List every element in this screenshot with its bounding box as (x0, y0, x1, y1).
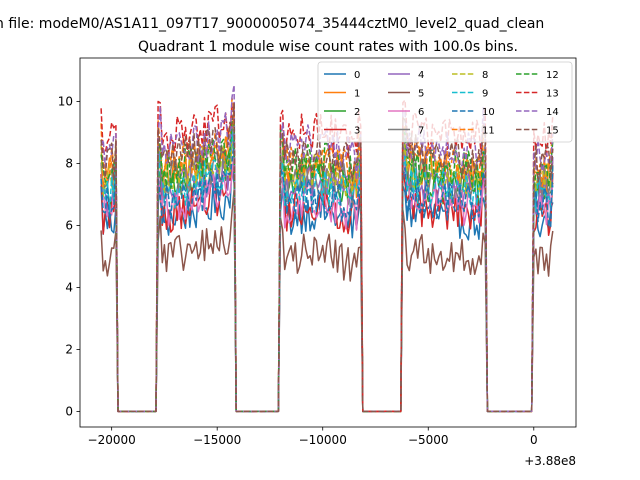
legend-label-11: 11 (482, 126, 495, 137)
legend-label-8: 8 (482, 70, 488, 81)
axes-frame (79, 57, 577, 428)
chart-title: Quadrant 1 module wise count rates with … (138, 39, 518, 55)
figure-suptitle: n file: modeM0/AS1A11_097T17_9000005074_… (0, 16, 544, 32)
series-line-15 (100, 103, 554, 413)
legend-label-1: 1 (354, 89, 360, 100)
x-tick-label: −10000 (299, 433, 347, 447)
legend-label-12: 12 (546, 70, 559, 81)
x-axis-offset-label: +3.88e8 (524, 454, 576, 468)
legend-label-5: 5 (418, 89, 424, 100)
legend-label-9: 9 (482, 89, 488, 100)
y-tick-label: 10 (58, 94, 73, 108)
legend-label-0: 0 (354, 70, 360, 81)
x-tick-label: −15000 (193, 433, 241, 447)
y-tick-label: 8 (65, 156, 73, 170)
legend-label-2: 2 (354, 107, 360, 118)
x-tick-label: 0 (530, 433, 538, 447)
series-line-9 (100, 131, 554, 413)
x-tick-label: −5000 (408, 433, 449, 447)
legend-label-15: 15 (546, 126, 559, 137)
series-line-5 (100, 189, 554, 413)
legend-label-13: 13 (546, 89, 559, 100)
legend-label-6: 6 (418, 107, 424, 118)
series-line-12 (100, 121, 554, 413)
y-tick-label: 0 (65, 404, 73, 418)
series-line-10 (100, 140, 554, 413)
legend-label-7: 7 (418, 126, 424, 137)
y-tick-label: 6 (65, 218, 73, 232)
legend-label-10: 10 (482, 107, 495, 118)
x-tick-label: −20000 (88, 433, 136, 447)
y-tick-label: 2 (65, 342, 73, 356)
legend-box (317, 61, 573, 143)
legend-label-14: 14 (546, 107, 559, 118)
y-tick-label: 4 (65, 280, 73, 294)
legend-label-4: 4 (418, 70, 424, 81)
plot-lines (100, 84, 554, 413)
legend-label-3: 3 (354, 126, 360, 137)
